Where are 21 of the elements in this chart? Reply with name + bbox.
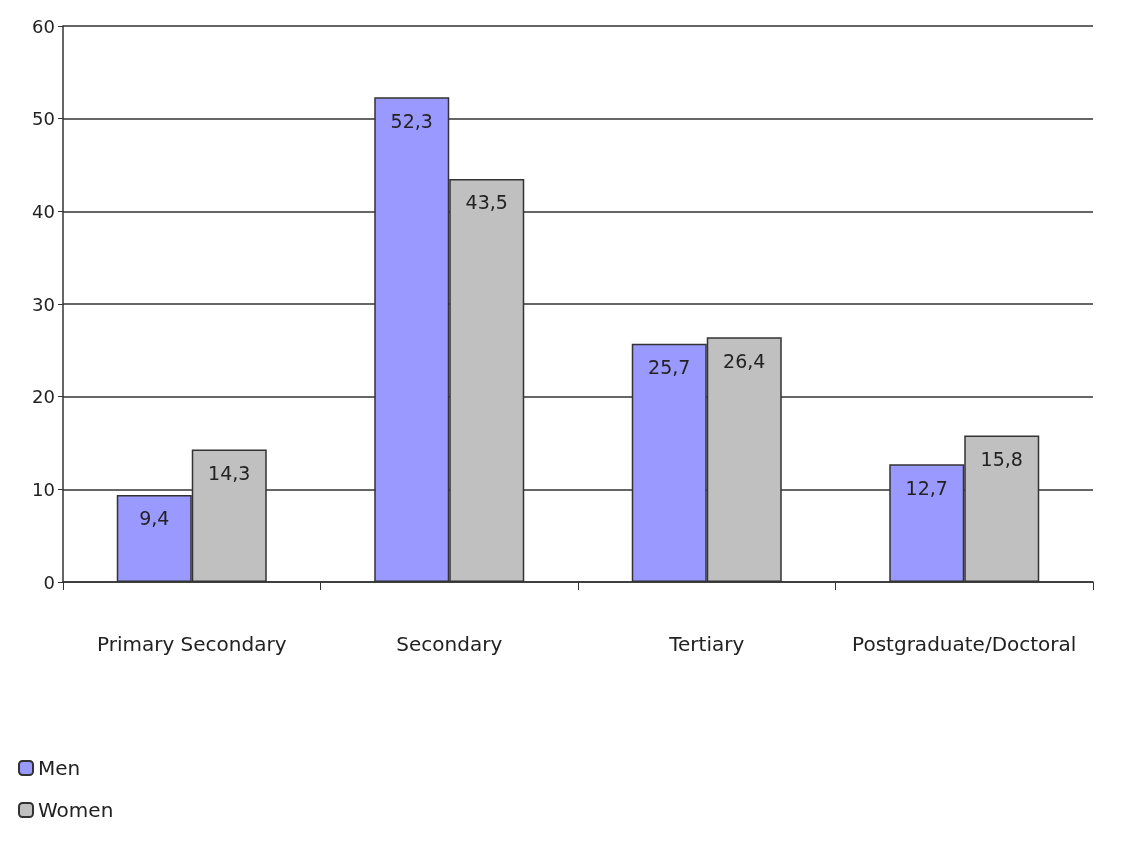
y-tick-label: 20	[32, 386, 55, 408]
x-tick-label: Postgraduate/Doctoral	[852, 632, 1077, 656]
y-tick-label: 60	[32, 15, 55, 37]
data-label: 43,5	[465, 191, 508, 214]
y-tick-label: 50	[32, 108, 55, 130]
legend-label: Women	[38, 798, 114, 822]
data-label: 9,4	[139, 507, 170, 530]
data-label: 12,7	[905, 476, 948, 499]
data-label: 52,3	[390, 109, 433, 132]
x-tick-label: Primary Secondary	[96, 632, 287, 656]
data-label: 26,4	[723, 349, 766, 372]
data-label: 14,3	[208, 461, 251, 484]
y-tick-label: 10	[32, 478, 55, 500]
y-tick-label: 0	[43, 571, 55, 593]
data-label: 15,8	[980, 448, 1023, 471]
y-tick-label: 40	[32, 200, 55, 222]
x-tick-label: Secondary	[396, 632, 503, 656]
y-tick-label: 30	[32, 293, 55, 315]
data-label: 25,7	[648, 356, 691, 379]
x-tick-label: Tertiary	[668, 632, 745, 656]
legend-label: Men	[38, 756, 81, 780]
